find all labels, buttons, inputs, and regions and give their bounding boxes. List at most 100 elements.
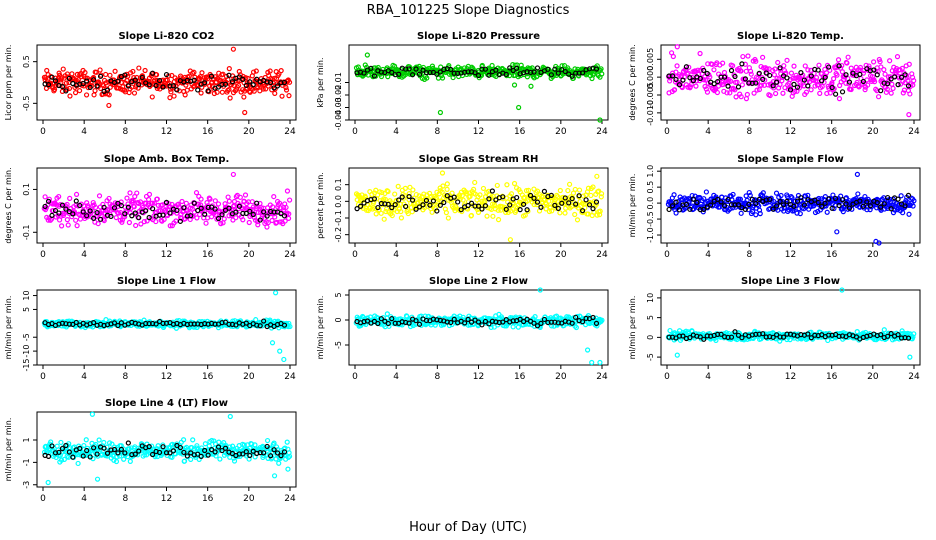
data-point: [778, 192, 784, 199]
data-point: [226, 72, 232, 78]
data-point: [507, 65, 513, 71]
data-point: [66, 209, 72, 215]
x-tick-label: 16: [202, 372, 214, 382]
data-point: [728, 67, 735, 74]
data-point: [127, 190, 133, 196]
data-point: [113, 214, 119, 221]
data-point: [813, 74, 820, 81]
data-point: [895, 82, 901, 88]
data-point: [107, 72, 113, 78]
data-point: [69, 71, 75, 77]
data-point: [758, 82, 764, 88]
data-point: [739, 82, 745, 88]
y-tick-label: 10: [22, 290, 31, 300]
data-point: [368, 65, 374, 71]
data-point: [264, 437, 271, 444]
data-point: [160, 84, 166, 90]
data-point: [730, 191, 736, 198]
data-point: [486, 321, 492, 327]
x-tick-label: 12: [161, 494, 172, 504]
data-point: [860, 78, 866, 85]
data-point: [704, 70, 710, 77]
data-point: [111, 320, 118, 326]
data-point: [212, 206, 218, 212]
data-point: [843, 201, 849, 207]
data-point: [113, 458, 120, 465]
data-point: [846, 205, 853, 211]
data-point: [83, 92, 90, 98]
data-point: [104, 450, 111, 456]
data-point: [488, 324, 494, 330]
x-tick-label: 12: [785, 250, 796, 260]
data-point: [427, 202, 433, 208]
data-point: [70, 454, 76, 460]
data-point: [462, 320, 468, 326]
data-point: [122, 214, 128, 220]
data-point: [891, 74, 898, 80]
series-black: [666, 61, 912, 97]
data-point: [877, 59, 883, 65]
data-point: [281, 79, 288, 86]
panel-ylabel: degrees C per min.: [4, 167, 13, 243]
data-point: [888, 90, 894, 96]
data-point: [517, 316, 523, 322]
data-point: [124, 195, 130, 201]
data-point: [475, 203, 482, 209]
data-point: [728, 334, 735, 340]
data-point: [727, 90, 733, 96]
data-point: [777, 81, 783, 88]
data-point: [141, 219, 147, 225]
x-tick-label: 12: [161, 127, 172, 137]
data-point: [45, 453, 52, 459]
data-point: [534, 199, 541, 205]
y-tick-label: -0.2: [334, 227, 343, 243]
x-tick-label: 8: [434, 250, 440, 260]
data-point: [805, 67, 811, 73]
data-point: [824, 209, 830, 215]
data-point: [122, 450, 128, 456]
y-tick-label: 0: [334, 317, 343, 322]
data-point: [430, 198, 436, 204]
data-point: [771, 72, 777, 78]
data-point: [264, 224, 270, 230]
data-point: [215, 444, 222, 450]
data-point: [562, 68, 568, 75]
data-point: [745, 53, 751, 59]
data-point: [65, 222, 71, 228]
panel-title: Slope Sample Flow: [737, 154, 844, 165]
data-point: [566, 181, 573, 187]
data-point: [674, 63, 680, 69]
data-point: [93, 69, 100, 75]
data-point: [760, 54, 766, 60]
data-point: [548, 72, 554, 78]
data-point: [753, 58, 759, 64]
data-point: [416, 321, 423, 327]
data-point: [67, 195, 73, 201]
data-point: [812, 197, 818, 203]
data-point: [885, 194, 891, 201]
data-point: [216, 439, 222, 445]
data-point: [219, 447, 225, 454]
data-point: [845, 54, 851, 60]
data-point: [874, 200, 880, 206]
data-point: [746, 201, 752, 208]
data-point: [182, 74, 188, 80]
data-point: [697, 334, 703, 340]
data-point: [882, 71, 888, 77]
data-point: [694, 199, 700, 206]
data-point: [817, 90, 823, 96]
data-point: [489, 188, 495, 194]
data-point: [555, 205, 561, 212]
data-point: [500, 194, 506, 200]
series-black: [42, 70, 288, 94]
x-tick-label: 24: [284, 494, 296, 504]
data-point: [684, 71, 690, 77]
data-point: [59, 223, 65, 229]
data-point: [676, 207, 683, 213]
data-point: [267, 79, 274, 86]
y-tick-label: -0.01: [334, 72, 343, 93]
data-point: [679, 84, 685, 91]
x-tick-label: 4: [393, 372, 399, 382]
data-point: [531, 320, 537, 326]
